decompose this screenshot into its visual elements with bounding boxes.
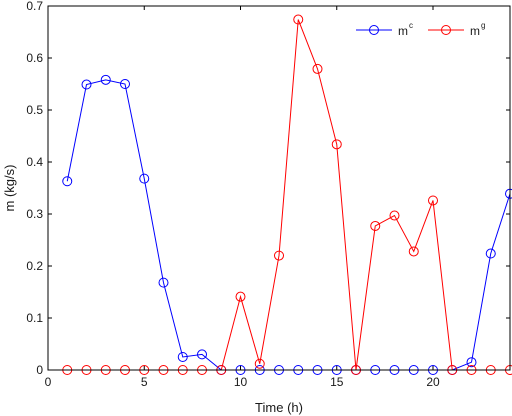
series-m-c-point [62, 176, 73, 187]
y-tick-label: 0.4 [26, 155, 43, 169]
series-m-g-point [389, 210, 400, 221]
series-m-c-point [139, 173, 150, 184]
plot-frame [47, 5, 511, 371]
plot-area [48, 6, 510, 370]
legend-marker [369, 25, 379, 35]
legend-label: m [470, 24, 480, 38]
legend-label: m [398, 24, 408, 38]
series-m-c-point [197, 349, 207, 360]
series-m-g-point [408, 246, 419, 257]
x-tick-label: 10 [234, 375, 248, 389]
x-axis: 0 5 10 15 20 [45, 6, 440, 389]
x-tick-label: 0 [45, 375, 52, 389]
y-axis: 0 0.1 0.2 0.3 0.4 0.5 0.6 0.7 [26, 0, 510, 377]
series-m-g-point [274, 250, 284, 261]
series-m-g-point [370, 220, 381, 231]
series-m-c-point [100, 74, 111, 85]
series-m-c-point [120, 79, 130, 89]
y-tick-label: 0.1 [26, 311, 43, 325]
y-tick-label: 0.3 [26, 207, 43, 221]
series-m-g-point [235, 291, 246, 302]
series-m-c-point [177, 352, 188, 362]
x-tick-label: 5 [141, 375, 148, 389]
y-tick-label: 0 [36, 363, 43, 377]
series-m-c-point [466, 357, 477, 368]
y-axis-label: m (kg/s) [2, 165, 17, 212]
series-m-g-point [331, 139, 342, 150]
legend-label-superscript: c [409, 21, 413, 30]
y-tick-label: 0.2 [26, 259, 43, 273]
series-m-c-point [485, 248, 496, 259]
series-m-c-point [158, 277, 169, 288]
y-tick-label: 0.6 [26, 51, 43, 65]
x-tick-label: 20 [426, 375, 440, 389]
series-m-g-point [312, 63, 323, 74]
y-tick-label: 0.7 [26, 0, 43, 13]
y-tick-label: 0.5 [26, 103, 43, 117]
x-tick-label: 15 [330, 375, 344, 389]
legend-marker [441, 25, 451, 35]
series-m-c-point [81, 79, 92, 90]
series-m-g-point [428, 195, 438, 206]
legend-label-superscript: g [481, 21, 485, 30]
x-axis-label: Time (h) [255, 400, 303, 415]
series-m-g-point [254, 358, 265, 369]
series-m-g-point [293, 14, 304, 25]
